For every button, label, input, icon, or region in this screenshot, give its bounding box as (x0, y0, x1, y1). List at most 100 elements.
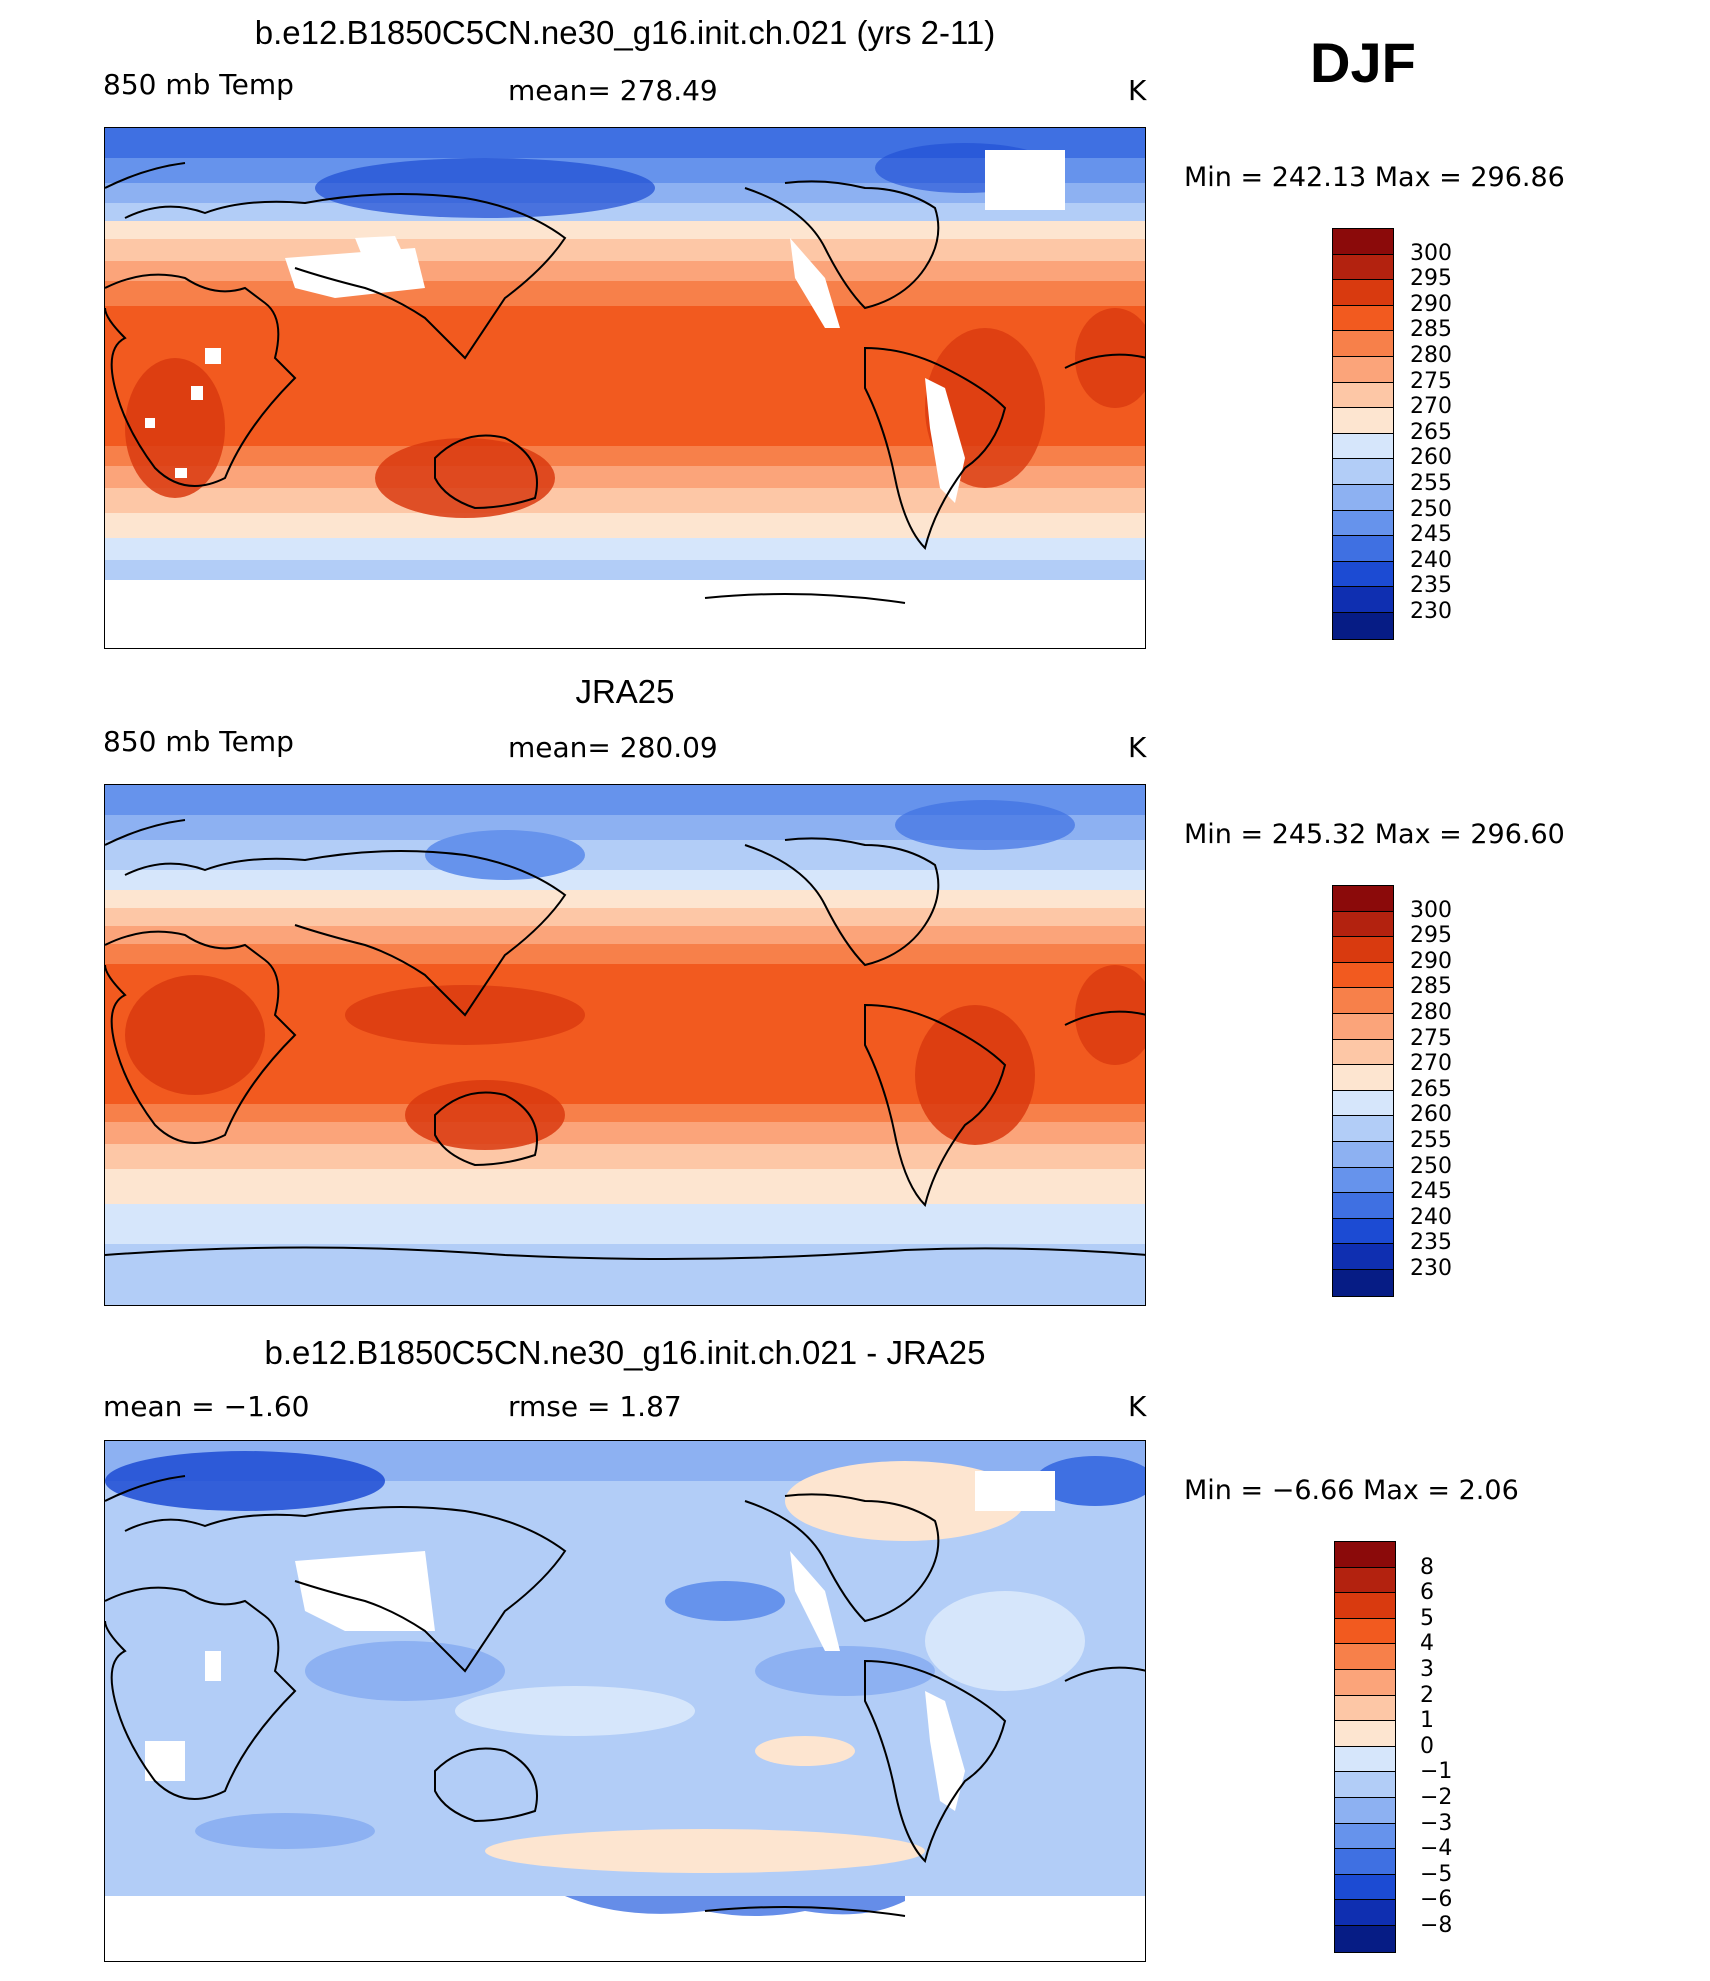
colorbar-swatch (1333, 1090, 1393, 1117)
colorbar-swatch (1335, 1900, 1395, 1926)
colorbar-swatch (1335, 1746, 1395, 1773)
colorbar-swatch (1333, 510, 1393, 537)
colorbar-swatch (1333, 305, 1393, 332)
colorbar-swatch (1333, 1116, 1393, 1142)
colorbar-tick-label: 5 (1420, 1605, 1434, 1631)
colorbar-swatch (1335, 1644, 1395, 1670)
panel-2-units-label: K (1128, 731, 1147, 764)
colorbar-tick-label: −8 (1420, 1913, 1453, 1938)
colorbar-swatch (1333, 612, 1393, 639)
panel-3-units-label: K (1128, 1390, 1147, 1423)
colorbar-swatch (1333, 1141, 1393, 1168)
colorbar-tick-label: −4 (1420, 1836, 1453, 1862)
colorbar-swatch (1335, 1669, 1395, 1696)
colorbar-tick-label: 265 (1410, 1076, 1452, 1102)
panel-1-title: b.e12.B1850C5CN.ne30_g16.init.ch.021 (yr… (254, 14, 996, 51)
panel-2-title: JRA25 (575, 673, 675, 710)
colorbar-swatch (1335, 1772, 1395, 1798)
colorbar-swatch (1335, 1874, 1395, 1901)
colorbar-swatch (1333, 484, 1393, 511)
colorbar-swatch (1333, 1218, 1393, 1245)
colorbar-swatch (1333, 356, 1393, 383)
colorbar-swatch (1335, 1542, 1395, 1568)
colorbar-swatch (1335, 1593, 1395, 1619)
colorbar-swatch (1333, 382, 1393, 409)
colorbar-tick-label: −3 (1420, 1810, 1453, 1836)
colorbar-swatch (1333, 254, 1393, 281)
colorbar-tick-label: 8 (1420, 1554, 1434, 1580)
panel-1-map (104, 127, 1146, 649)
colorbar-tick-label: 290 (1410, 948, 1452, 974)
colorbar-tick-label: 255 (1410, 1128, 1452, 1153)
season-label: DJF (1310, 31, 1416, 94)
colorbar-tick-label: 3 (1420, 1657, 1434, 1682)
colorbar-tick-label: 2 (1420, 1682, 1434, 1708)
colorbar-tick-label: 245 (1410, 1179, 1452, 1205)
colorbar-swatch (1333, 1039, 1393, 1066)
colorbar-tick-label: 250 (1410, 496, 1452, 522)
colorbar-tick-label: 275 (1410, 368, 1452, 394)
colorbar-tick-label: −1 (1420, 1759, 1453, 1785)
colorbar-tick-label: 235 (1410, 573, 1452, 599)
panel-1-units-label: K (1128, 74, 1147, 107)
panel-3-rmse-label: rmse = 1.87 (508, 1390, 682, 1423)
panel-2-colorbar (1332, 885, 1394, 1297)
colorbar-swatch (1333, 561, 1393, 588)
panel-3-colorbar (1334, 1541, 1396, 1953)
colorbar-swatch (1333, 1193, 1393, 1219)
colorbar-tick-label: 295 (1410, 923, 1452, 949)
panel-1-mean-label: mean= 278.49 (508, 74, 718, 107)
colorbar-swatch (1333, 937, 1393, 963)
colorbar-swatch (1333, 408, 1393, 434)
colorbar-swatch (1333, 433, 1393, 460)
panel-1-map-svg (105, 128, 1145, 648)
colorbar-swatch (1333, 1167, 1393, 1194)
colorbar-tick-label: 1 (1420, 1708, 1434, 1734)
panel-3-map-svg (105, 1441, 1145, 1961)
colorbar-tick-label: 6 (1420, 1580, 1434, 1606)
colorbar-tick-label: 275 (1410, 1025, 1452, 1051)
colorbar-swatch (1333, 280, 1393, 306)
colorbar-tick-label: 270 (1410, 394, 1452, 420)
colorbar-swatch (1335, 1618, 1395, 1645)
colorbar-tick-label: 285 (1410, 974, 1452, 1000)
colorbar-swatch (1335, 1849, 1395, 1875)
panel-1-variable-label: 850 mb Temp (103, 68, 294, 101)
panel-1-colorbar (1332, 228, 1394, 640)
colorbar-tick-label: 230 (1410, 1256, 1452, 1281)
colorbar-swatch (1335, 1797, 1395, 1824)
colorbar-swatch (1333, 536, 1393, 562)
colorbar-tick-label: 0 (1420, 1733, 1434, 1759)
colorbar-tick-label: 290 (1410, 291, 1452, 317)
colorbar-tick-label: 300 (1410, 897, 1452, 923)
colorbar-swatch (1335, 1721, 1395, 1747)
colorbar-swatch (1333, 911, 1393, 938)
colorbar-swatch (1333, 988, 1393, 1014)
colorbar-tick-label: 265 (1410, 419, 1452, 445)
colorbar-swatch (1333, 962, 1393, 989)
panel-2-map (104, 784, 1146, 1306)
colorbar-tick-label: −2 (1420, 1785, 1453, 1810)
panel-3-minmax: Min = −6.66 Max = 2.06 (1184, 1475, 1519, 1506)
colorbar-swatch (1333, 587, 1393, 613)
colorbar-swatch (1333, 1244, 1393, 1270)
colorbar-swatch (1333, 459, 1393, 485)
panel-3-map (104, 1440, 1146, 1962)
colorbar-swatch (1333, 1013, 1393, 1040)
colorbar-swatch (1333, 229, 1393, 255)
panel-2-minmax: Min = 245.32 Max = 296.60 (1184, 819, 1565, 850)
colorbar-tick-label: 240 (1410, 547, 1452, 573)
colorbar-tick-label: 270 (1410, 1051, 1452, 1077)
colorbar-swatch (1333, 1065, 1393, 1091)
colorbar-tick-label: 280 (1410, 1000, 1452, 1025)
colorbar-swatch (1335, 1695, 1395, 1722)
panel-1-minmax: Min = 242.13 Max = 296.86 (1184, 162, 1565, 193)
colorbar-swatch (1333, 886, 1393, 912)
panel-2-variable-label: 850 mb Temp (103, 725, 294, 758)
colorbar-tick-label: 250 (1410, 1153, 1452, 1179)
colorbar-swatch (1335, 1925, 1395, 1952)
colorbar-tick-label: 300 (1410, 240, 1452, 266)
colorbar-tick-label: −5 (1420, 1861, 1453, 1887)
colorbar-tick-label: 285 (1410, 317, 1452, 343)
colorbar-tick-label: 280 (1410, 343, 1452, 368)
